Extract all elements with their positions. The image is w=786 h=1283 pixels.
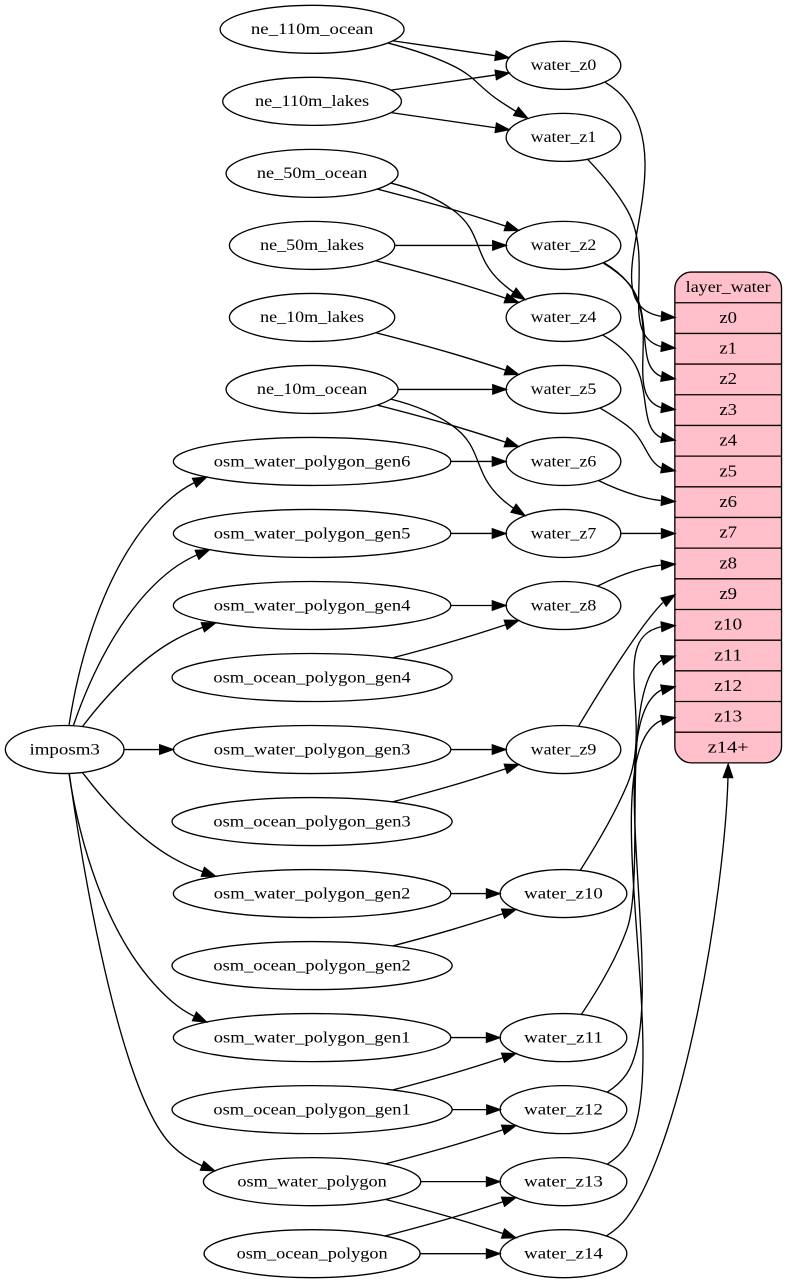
svg-text:z1: z1: [719, 339, 737, 358]
svg-text:osm_water_polygon_gen4: osm_water_polygon_gen4: [214, 597, 411, 614]
svg-text:imposm3: imposm3: [29, 741, 100, 758]
svg-text:ne_10m_lakes: ne_10m_lakes: [260, 309, 364, 326]
svg-text:water_z8: water_z8: [531, 597, 597, 614]
svg-text:osm_ocean_polygon_gen2: osm_ocean_polygon_gen2: [213, 957, 410, 974]
svg-text:z4: z4: [719, 431, 737, 450]
svg-text:ne_110m_lakes: ne_110m_lakes: [255, 93, 369, 110]
svg-text:water_z4: water_z4: [531, 309, 597, 326]
svg-text:z12: z12: [714, 676, 742, 695]
svg-text:water_z12: water_z12: [524, 1101, 603, 1118]
svg-text:water_z10: water_z10: [524, 885, 603, 902]
svg-text:z9: z9: [719, 584, 737, 603]
svg-text:water_z13: water_z13: [524, 1173, 603, 1190]
svg-text:osm_water_polygon_gen3: osm_water_polygon_gen3: [214, 741, 411, 758]
svg-text:z0: z0: [719, 308, 737, 327]
svg-text:z13: z13: [714, 707, 742, 726]
svg-text:osm_ocean_polygon_gen4: osm_ocean_polygon_gen4: [213, 669, 411, 686]
svg-text:osm_water_polygon_gen6: osm_water_polygon_gen6: [214, 453, 411, 470]
svg-text:z3: z3: [719, 400, 737, 419]
svg-text:z7: z7: [719, 523, 737, 542]
svg-text:z10: z10: [714, 615, 742, 634]
svg-text:z2: z2: [719, 369, 737, 388]
svg-text:osm_water_polygon_gen1: osm_water_polygon_gen1: [214, 1029, 411, 1046]
svg-text:ne_50m_ocean: ne_50m_ocean: [257, 165, 368, 182]
svg-text:water_z9: water_z9: [531, 741, 597, 758]
svg-text:water_z6: water_z6: [531, 453, 597, 470]
svg-text:z8: z8: [719, 553, 737, 572]
svg-text:water_z11: water_z11: [524, 1029, 603, 1046]
svg-text:water_z0: water_z0: [531, 57, 597, 74]
svg-text:osm_ocean_polygon_gen3: osm_ocean_polygon_gen3: [213, 813, 411, 830]
svg-text:z6: z6: [719, 492, 737, 511]
svg-text:osm_ocean_polygon_gen1: osm_ocean_polygon_gen1: [213, 1101, 410, 1118]
svg-text:ne_50m_lakes: ne_50m_lakes: [260, 237, 364, 254]
svg-text:water_z1: water_z1: [531, 129, 597, 146]
svg-text:water_z5: water_z5: [531, 381, 597, 398]
svg-text:layer_water: layer_water: [686, 279, 771, 296]
svg-text:osm_water_polygon_gen5: osm_water_polygon_gen5: [214, 525, 411, 542]
svg-text:osm_water_polygon: osm_water_polygon: [237, 1173, 387, 1190]
svg-text:water_z2: water_z2: [531, 237, 597, 254]
svg-text:osm_ocean_polygon: osm_ocean_polygon: [237, 1245, 388, 1262]
svg-text:z5: z5: [719, 461, 737, 480]
svg-text:ne_10m_ocean: ne_10m_ocean: [257, 381, 368, 398]
svg-text:water_z14: water_z14: [524, 1245, 603, 1262]
svg-text:ne_110m_ocean: ne_110m_ocean: [251, 21, 374, 38]
svg-text:z14+: z14+: [708, 737, 749, 756]
svg-text:z11: z11: [714, 645, 742, 664]
svg-text:osm_water_polygon_gen2: osm_water_polygon_gen2: [214, 885, 411, 902]
svg-text:water_z7: water_z7: [531, 525, 597, 542]
